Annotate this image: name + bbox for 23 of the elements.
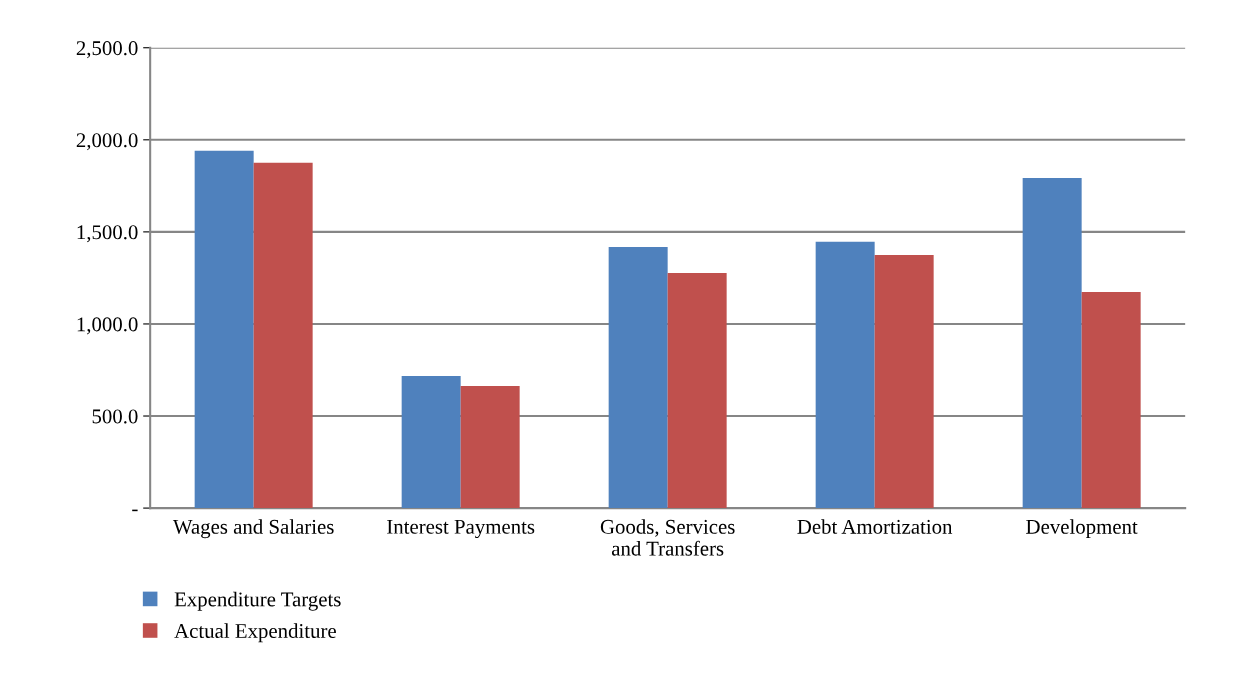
x-tick-label: Wages and Salaries	[172, 519, 334, 539]
x-tick-label: Goods, Services and Transfers	[600, 519, 735, 556]
bar	[815, 241, 875, 509]
bar	[1022, 177, 1082, 509]
x-tick-label: Debt Amortization	[797, 519, 953, 534]
y-tick-label: 500.0	[92, 409, 138, 424]
y-tick-label: 2,500.0	[76, 41, 138, 59]
bar	[460, 386, 520, 509]
bar	[253, 162, 313, 509]
bar	[194, 150, 254, 509]
legend-label: Expenditure Targets	[174, 591, 341, 611]
x-tick-label: Development	[1026, 519, 1138, 539]
bar	[1081, 291, 1141, 509]
legend-label: Actual Expenditure	[174, 623, 336, 643]
y-tick-label: 2,000.0	[76, 133, 138, 151]
x-tick-label: Interest Payments	[387, 519, 535, 539]
y-tick-label: 1,500.0	[77, 225, 138, 243]
bar	[874, 254, 934, 509]
y-tick-label: 1,000.0	[77, 317, 138, 335]
bar	[667, 272, 727, 509]
bar	[401, 376, 461, 509]
y-tick-label: -	[132, 509, 138, 512]
bar	[608, 246, 668, 509]
